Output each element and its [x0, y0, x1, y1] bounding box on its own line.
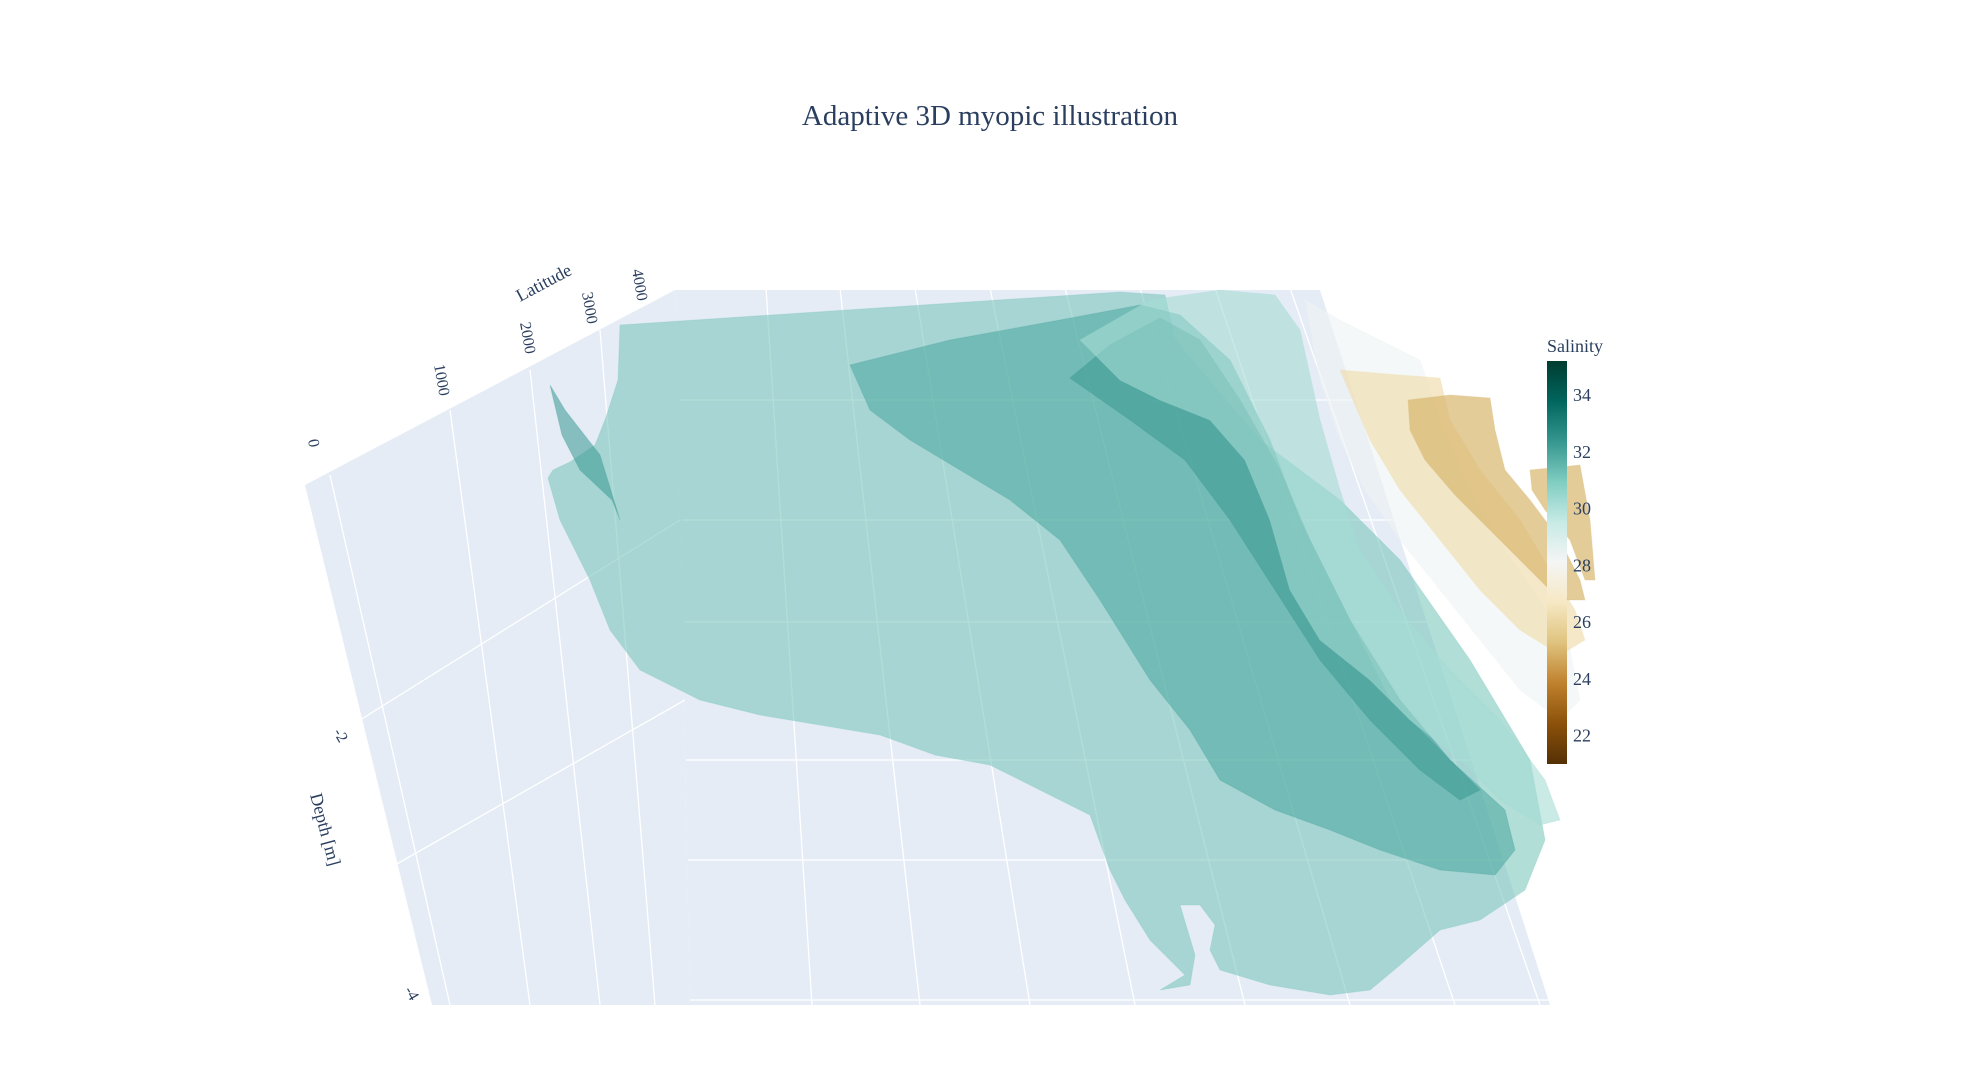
- colorbar-tick-28: 28: [1573, 555, 1591, 575]
- colorbar-tick-34: 34: [1573, 385, 1591, 405]
- colorbar-tick-24: 24: [1573, 669, 1591, 689]
- z-tick-minus-2: -2: [330, 726, 351, 746]
- isosurfaces[interactable]: [547, 289, 1596, 996]
- chart-title: Adaptive 3D myopic illustration: [801, 100, 1179, 132]
- colorbar-tick-30: 30: [1573, 499, 1591, 519]
- colorbar-tick-32: 32: [1573, 442, 1591, 462]
- colorbar-tick-26: 26: [1573, 612, 1591, 632]
- colorbar[interactable]: Salinity 34 32 30 28 26 24 22: [1547, 336, 1603, 764]
- colorbar-tick-22: 22: [1573, 726, 1591, 746]
- isosurface-32.3-front[interactable]: [549, 384, 621, 521]
- y-tick-3000: 3000: [578, 291, 600, 325]
- colorbar-title: Salinity: [1547, 336, 1603, 356]
- y-tick-2000: 2000: [516, 321, 538, 355]
- colorbar-gradient: [1547, 361, 1567, 764]
- z-axis-title: Depth [m]: [306, 791, 345, 868]
- isosurface-30.2[interactable]: [1079, 289, 1561, 826]
- y-tick-1000: 1000: [430, 363, 452, 397]
- y-tick-4000: 4000: [628, 268, 650, 302]
- y-tick-0: 0: [304, 438, 322, 449]
- y-axis-title: Latitude: [512, 260, 574, 306]
- isosurface-25.0[interactable]: [1407, 394, 1586, 601]
- z-tick-minus-4: -4: [401, 984, 422, 1004]
